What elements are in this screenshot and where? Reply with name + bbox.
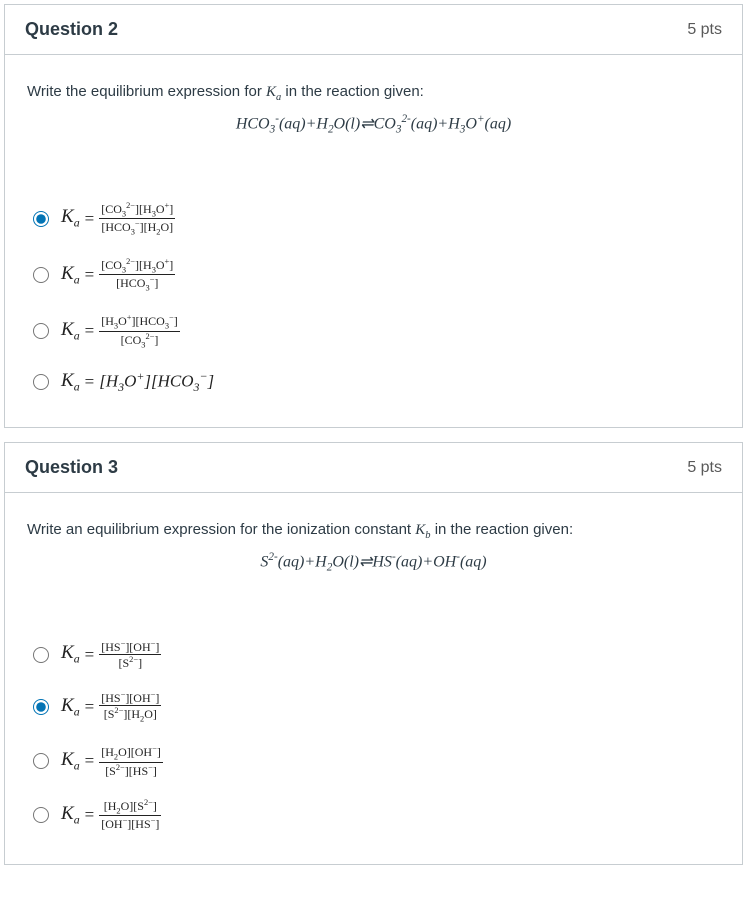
answer-expression: Ka=[H3O+][HCO3−] [61, 369, 214, 395]
answer-expression: Ka=[H3O+][HCO3−][CO32−] [61, 313, 180, 349]
answer-option[interactable]: Ka=[CO32−][H3O+][HCO3−][H2O] [33, 191, 720, 247]
fraction-denominator: [HCO3−][H2O] [99, 218, 175, 237]
question-header: Question 3 5 pts [5, 443, 742, 493]
lhs-variable: Ka [61, 803, 80, 827]
answer-option[interactable]: Ka=[CO32−][H3O+][HCO3−] [33, 247, 720, 303]
fraction-denominator: [S2−] [99, 654, 161, 670]
reaction-equation: S2-(aq)+H2O(l)⇌HS-(aq)+OH-(aq) [27, 551, 720, 574]
fraction-numerator: [H3O+][HCO3−] [99, 313, 180, 331]
fraction-numerator: [HS−][OH−] [99, 639, 161, 654]
answer-list: Ka=[CO32−][H3O+][HCO3−][H2O]Ka=[CO32−][H… [27, 191, 720, 406]
question-card: Question 2 5 pts Write the equilibrium exp… [4, 4, 743, 428]
lhs-variable: Ka [61, 695, 80, 719]
question-title: Question 3 [25, 457, 118, 478]
answer-radio[interactable] [33, 753, 49, 769]
fraction: [H2O][OH−][S2−][HS−] [99, 744, 163, 778]
answer-option[interactable]: Ka=[H3O+][HCO3−][CO32−] [33, 303, 720, 359]
fraction-denominator: [CO32−] [99, 331, 180, 350]
answer-radio[interactable] [33, 807, 49, 823]
question-points: 5 pts [687, 21, 722, 39]
prompt-text-suffix: in the reaction given: [281, 83, 424, 100]
answer-option[interactable]: Ka=[H3O+][HCO3−] [33, 359, 720, 405]
answer-radio[interactable] [33, 699, 49, 715]
answer-radio[interactable] [33, 323, 49, 339]
lhs-variable: Ka [61, 206, 80, 230]
prompt-text-suffix: in the reaction given: [431, 521, 574, 538]
answer-radio[interactable] [33, 374, 49, 390]
answer-option[interactable]: Ka=[HS−][OH−][S2−] [33, 629, 720, 680]
inline-expression: [H3O+][HCO3−] [99, 369, 214, 395]
fraction: [HS−][OH−][S2−][H2O] [99, 690, 161, 724]
fraction: [H2O][S2−][OH−][HS−] [99, 798, 161, 832]
answer-expression: Ka=[HS−][OH−][S2−][H2O] [61, 690, 161, 724]
fraction-denominator: [S2−][H2O] [99, 705, 161, 724]
prompt-variable: Ka [266, 84, 281, 100]
question-points: 5 pts [687, 459, 722, 477]
answer-option[interactable]: Ka=[HS−][OH−][S2−][H2O] [33, 680, 720, 734]
answer-radio[interactable] [33, 647, 49, 663]
lhs-variable: Ka [61, 370, 80, 394]
answer-radio[interactable] [33, 267, 49, 283]
question-header: Question 2 5 pts [5, 5, 742, 55]
answer-expression: Ka=[H2O][OH−][S2−][HS−] [61, 744, 163, 778]
reaction-equation: HCO3-(aq)+H2O(l)⇌CO32-(aq)+H3O+(aq) [27, 113, 720, 136]
fraction: [HS−][OH−][S2−] [99, 639, 161, 670]
question-body: Write the equilibrium expression for Ka … [5, 55, 742, 427]
question-card: Question 3 5 pts Write an equilibrium expr… [4, 442, 743, 864]
equals-sign: = [85, 372, 95, 392]
fraction-numerator: [H2O][S2−] [99, 798, 161, 816]
equals-sign: = [85, 265, 95, 285]
fraction-numerator: [H2O][OH−] [99, 744, 163, 762]
answer-list: Ka=[HS−][OH−][S2−]Ka=[HS−][OH−][S2−][H2O… [27, 629, 720, 842]
answer-option[interactable]: Ka=[H2O][OH−][S2−][HS−] [33, 734, 720, 788]
fraction-denominator: [S2−][HS−] [99, 762, 163, 778]
fraction-numerator: [HS−][OH−] [99, 690, 161, 705]
equals-sign: = [85, 321, 95, 341]
question-title: Question 2 [25, 19, 118, 40]
answer-radio[interactable] [33, 211, 49, 227]
lhs-variable: Ka [61, 749, 80, 773]
equals-sign: = [85, 697, 95, 717]
answer-expression: Ka=[H2O][S2−][OH−][HS−] [61, 798, 161, 832]
answer-expression: Ka=[HS−][OH−][S2−] [61, 639, 161, 670]
question-prompt: Write an equilibrium expression for the … [27, 521, 720, 541]
lhs-variable: Ka [61, 263, 80, 287]
answer-option[interactable]: Ka=[H2O][S2−][OH−][HS−] [33, 788, 720, 842]
lhs-variable: Ka [61, 642, 80, 666]
prompt-text-prefix: Write the equilibrium expression for [27, 83, 266, 100]
prompt-text-prefix: Write an equilibrium expression for the … [27, 521, 415, 538]
equals-sign: = [85, 209, 95, 229]
fraction-numerator: [CO32−][H3O+] [99, 201, 175, 219]
question-prompt: Write the equilibrium expression for Ka … [27, 83, 720, 103]
lhs-variable: Ka [61, 319, 80, 343]
fraction: [CO32−][H3O+][HCO3−][H2O] [99, 201, 175, 237]
fraction: [H3O+][HCO3−][CO32−] [99, 313, 180, 349]
question-body: Write an equilibrium expression for the … [5, 493, 742, 863]
fraction-denominator: [HCO3−] [99, 274, 175, 293]
fraction: [CO32−][H3O+][HCO3−] [99, 257, 175, 293]
fraction-denominator: [OH−][HS−] [99, 815, 161, 831]
answer-expression: Ka=[CO32−][H3O+][HCO3−][H2O] [61, 201, 175, 237]
equals-sign: = [85, 645, 95, 665]
fraction-numerator: [CO32−][H3O+] [99, 257, 175, 275]
equals-sign: = [85, 805, 95, 825]
prompt-variable: Kb [415, 522, 430, 538]
answer-expression: Ka=[CO32−][H3O+][HCO3−] [61, 257, 175, 293]
equals-sign: = [85, 751, 95, 771]
